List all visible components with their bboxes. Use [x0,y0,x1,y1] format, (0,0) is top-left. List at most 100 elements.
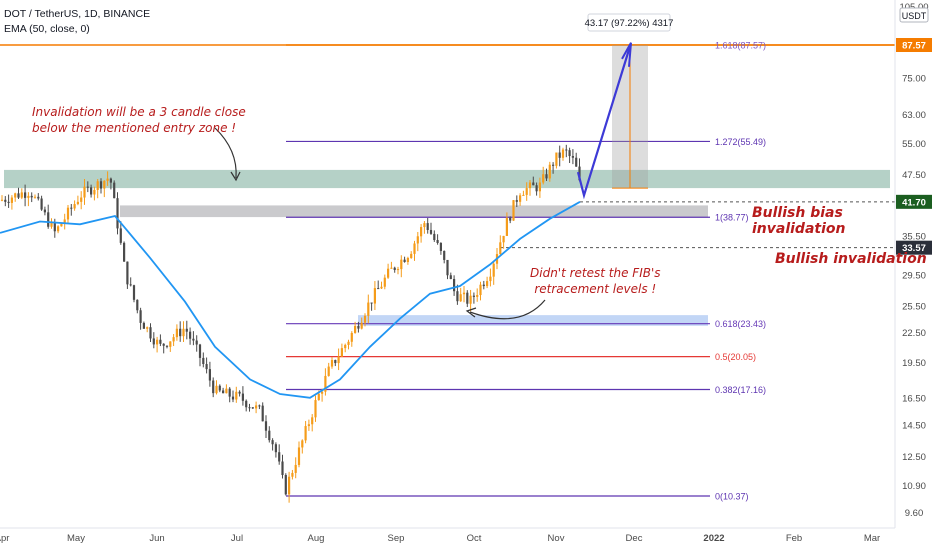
y-tick-label: 29.50 [902,270,926,281]
candle-body [334,360,337,364]
candle-body [251,407,254,409]
currency-badge[interactable] [899,7,929,23]
indicator-legend: EMA (50, close, 0) [4,23,90,35]
y-tick-label: 63.00 [902,110,926,121]
x-tick-label: Feb [786,533,802,544]
candle-body [400,259,403,270]
candle-body [288,476,291,495]
fib-label-4: 0.5(20.05) [715,352,756,362]
candle-body [0,199,4,201]
candle-body [433,233,436,241]
candle-body [449,275,452,280]
candle-body [189,331,192,339]
candle-body [159,339,162,344]
y-tick-label: 19.50 [902,358,926,369]
bullish-bias-label: Bullish bias invalidation [752,205,846,237]
invalidation-note-line-2: below the mentioned entry zone ! [32,121,237,135]
candle-body [354,325,357,333]
candle-body [525,188,528,195]
candle-body [215,385,218,394]
x-tick-label: Apr [0,533,9,544]
candle-body [429,229,433,234]
candle-body [469,295,472,304]
candle-body [370,302,373,304]
candle-body [172,337,175,342]
candle-body [377,288,380,290]
candle-body [555,152,558,166]
candle-body [337,356,340,364]
x-tick-label: Mar [864,533,880,544]
candle-body [93,189,96,195]
invalidation-note-arrowhead [230,171,241,182]
candle-body [532,182,535,186]
fib-label-2: 1(38.77) [715,213,749,223]
y-tick-label: 25.50 [902,301,926,312]
measure-label: 43.17 (97.22%) 4317 [585,18,674,29]
x-tick-label: Oct [467,533,482,544]
candle-body [357,325,360,329]
candle-body [202,357,205,365]
candle-body [129,284,132,286]
entry-zone [4,169,890,189]
candle-body [10,197,13,203]
candle-body [109,178,112,183]
candle-body [367,302,370,316]
candle-body [528,182,532,189]
candle-body [264,421,268,431]
candle-body [27,195,30,198]
measure-label-box [587,13,671,32]
candle-body [30,195,33,198]
candle-body [383,277,386,287]
fib-label-5: 0.382(17.16) [715,385,766,395]
candle-body [456,291,459,302]
y-tick-label: 55.00 [902,139,926,150]
candle-body [218,385,221,391]
candle-body [462,292,466,295]
zones-layer [4,169,890,326]
candle-body [53,222,56,232]
candle-body [50,222,53,227]
candle-body [324,375,327,392]
candle-body [307,424,310,427]
candle-body [116,198,119,229]
candle-body [60,223,63,227]
retest-note-line-1: Didn't retest the FIB's [530,266,661,280]
chart-title: DOT / TetherUS, 1D, BINANCE [4,8,151,20]
candle-body [274,444,277,453]
y-tick-label: 12.50 [902,452,926,463]
candle-body [80,197,83,202]
fib-label-1: 1.272(55.49) [715,137,766,147]
candle-body [476,295,479,297]
candle-body [538,182,541,192]
candle-body [17,193,20,198]
candle-body [486,281,489,287]
fib-label-3: 0.618(23.43) [715,319,766,329]
candle-body [208,369,211,381]
candle-body [96,181,99,190]
candle-body [192,338,195,341]
candle-body [301,440,304,448]
candle-body [565,149,568,151]
candle-body [205,364,208,370]
candle-body [396,269,400,271]
fib-label-6: 0(10.37) [715,492,749,502]
x-tick-label: Sep [388,533,405,544]
candle-body [268,430,271,441]
candle-body [195,340,198,345]
candle-body [453,279,456,292]
projection-arrow [576,46,632,200]
candle-body [542,174,545,183]
price-axis [0,0,896,529]
candle-body [132,285,136,300]
candle-body [406,257,409,263]
candle-body [119,228,122,243]
price-label: 87.57 [902,41,926,52]
retest-note-arrow [469,299,546,320]
bias-zone [120,205,708,218]
price-label-badge [896,38,932,52]
candle-body [37,196,40,199]
candle-body [575,157,578,167]
candle-body [561,149,565,158]
candle-body [393,267,396,270]
